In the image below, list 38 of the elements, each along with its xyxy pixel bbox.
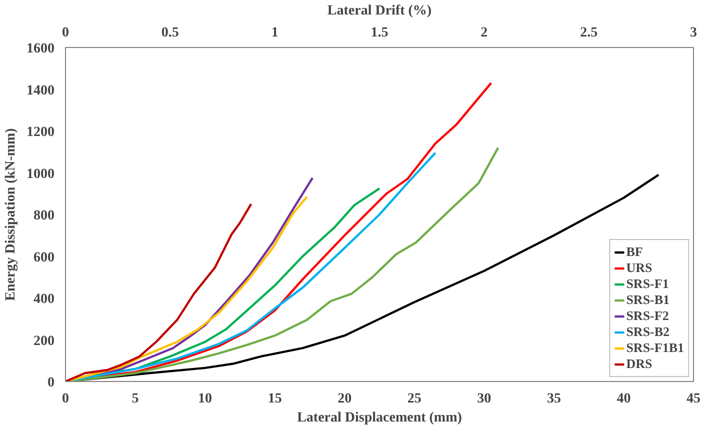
y-tick-label: 200 [34, 334, 54, 349]
legend-label: URS [626, 260, 652, 276]
y-tick-label: 0 [48, 376, 54, 390]
x-axis-title: Lateral Displacement (mm) [297, 410, 462, 426]
x2-tick-label: 1 [271, 26, 278, 40]
x-tick-label: 10 [198, 392, 212, 406]
x-tick-label: 45 [686, 392, 700, 406]
y-tick-label: 1600 [26, 42, 54, 56]
legend-label: SRS-B2 [626, 324, 670, 340]
y-axis-title: Energy Dissipation (kN-mm) [4, 128, 18, 301]
y-tick-label: 1200 [26, 125, 54, 140]
legend-label: SRS-F1B1 [626, 340, 684, 356]
x-tick-label: 5 [132, 392, 139, 406]
x-tick-label: 0 [62, 392, 69, 406]
x2-tick-label: 1.5 [370, 26, 388, 40]
x-tick-label: 20 [338, 392, 352, 406]
legend-label: SRS-B1 [626, 292, 670, 308]
x-tick-label: 25 [407, 392, 422, 406]
y-tick-label: 800 [34, 208, 54, 224]
x2-axis-title: Lateral Drift (%) [327, 4, 432, 18]
x2-tick-label: 0 [62, 26, 69, 40]
legend-label: SRS-F1 [626, 276, 669, 292]
x2-tick-label: 2 [480, 26, 488, 40]
y-tick-label: 1000 [26, 166, 54, 182]
y-tick-label: 600 [34, 250, 54, 266]
line-series [66, 202, 252, 382]
x2-tick-label: 0.5 [161, 26, 179, 40]
legend-label: SRS-F2 [626, 308, 669, 324]
x-tick-label: 40 [616, 392, 631, 406]
x-tick-label: 35 [546, 392, 561, 406]
y-tick-label: 400 [34, 292, 54, 307]
x2-tick-label: 2.5 [580, 26, 598, 40]
legend-label: DRS [626, 356, 652, 372]
x2-tick-label: 3 [690, 26, 697, 40]
y-tick-label: 1400 [26, 83, 54, 98]
x-tick-label: 15 [268, 392, 282, 406]
legend-label: BF [626, 244, 644, 260]
x-tick-label: 30 [477, 392, 492, 406]
